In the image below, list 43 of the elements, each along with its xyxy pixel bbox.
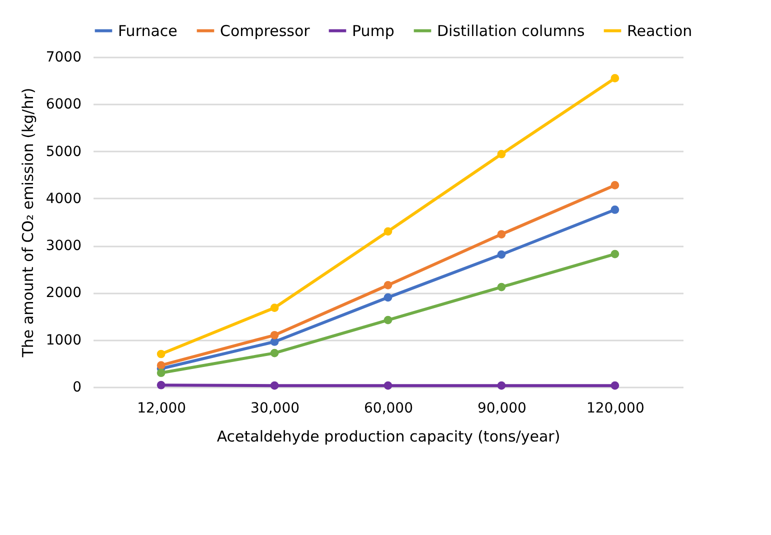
point: [610, 206, 620, 214]
legend-label: Distillation columns: [437, 22, 585, 40]
x-tick-label: 12,000: [137, 400, 186, 416]
point: [156, 361, 166, 370]
point: [270, 381, 279, 390]
x-tick-label: 120,000: [586, 400, 644, 416]
legend-label: Compressor: [220, 22, 311, 40]
point: [384, 316, 392, 324]
point: [270, 304, 279, 312]
point: [497, 150, 506, 158]
y-tick-label: 2000: [46, 285, 82, 302]
point: [610, 381, 620, 390]
x-axis-title: Acetaldehyde production capacity (tons/year): [216, 428, 560, 446]
point: [156, 350, 166, 358]
point: [270, 348, 279, 358]
point: [610, 74, 620, 82]
point: [384, 280, 392, 290]
legend-label: Pump: [352, 22, 394, 40]
legend-label: Reaction: [627, 22, 692, 40]
y-axis-title: The amount of CO₂ emission (kg/hr): [18, 88, 37, 358]
point: [497, 381, 506, 390]
legend-label: Furnace: [118, 22, 178, 40]
point: [270, 330, 279, 340]
point: [610, 250, 620, 258]
y-tick-label: 5000: [46, 144, 82, 160]
point: [610, 181, 620, 190]
point: [497, 282, 506, 292]
y-tick-label: 7000: [46, 50, 82, 66]
y-tick-label: 6000: [46, 96, 82, 113]
x-tick-label: 30,000: [250, 400, 300, 416]
x-tick-label: 60,000: [364, 400, 413, 416]
y-tick-label: 1000: [46, 332, 82, 348]
y-tick-label: 4000: [46, 190, 82, 207]
point: [156, 380, 166, 390]
point: [384, 293, 392, 302]
y-tick-label: 0: [72, 380, 82, 396]
point: [384, 381, 392, 390]
y-tick-label: 3000: [46, 238, 82, 254]
point: [156, 368, 166, 378]
x-tick-label: 90,000: [477, 400, 526, 416]
point: [497, 230, 506, 238]
point: [497, 250, 506, 259]
point: [384, 227, 392, 236]
